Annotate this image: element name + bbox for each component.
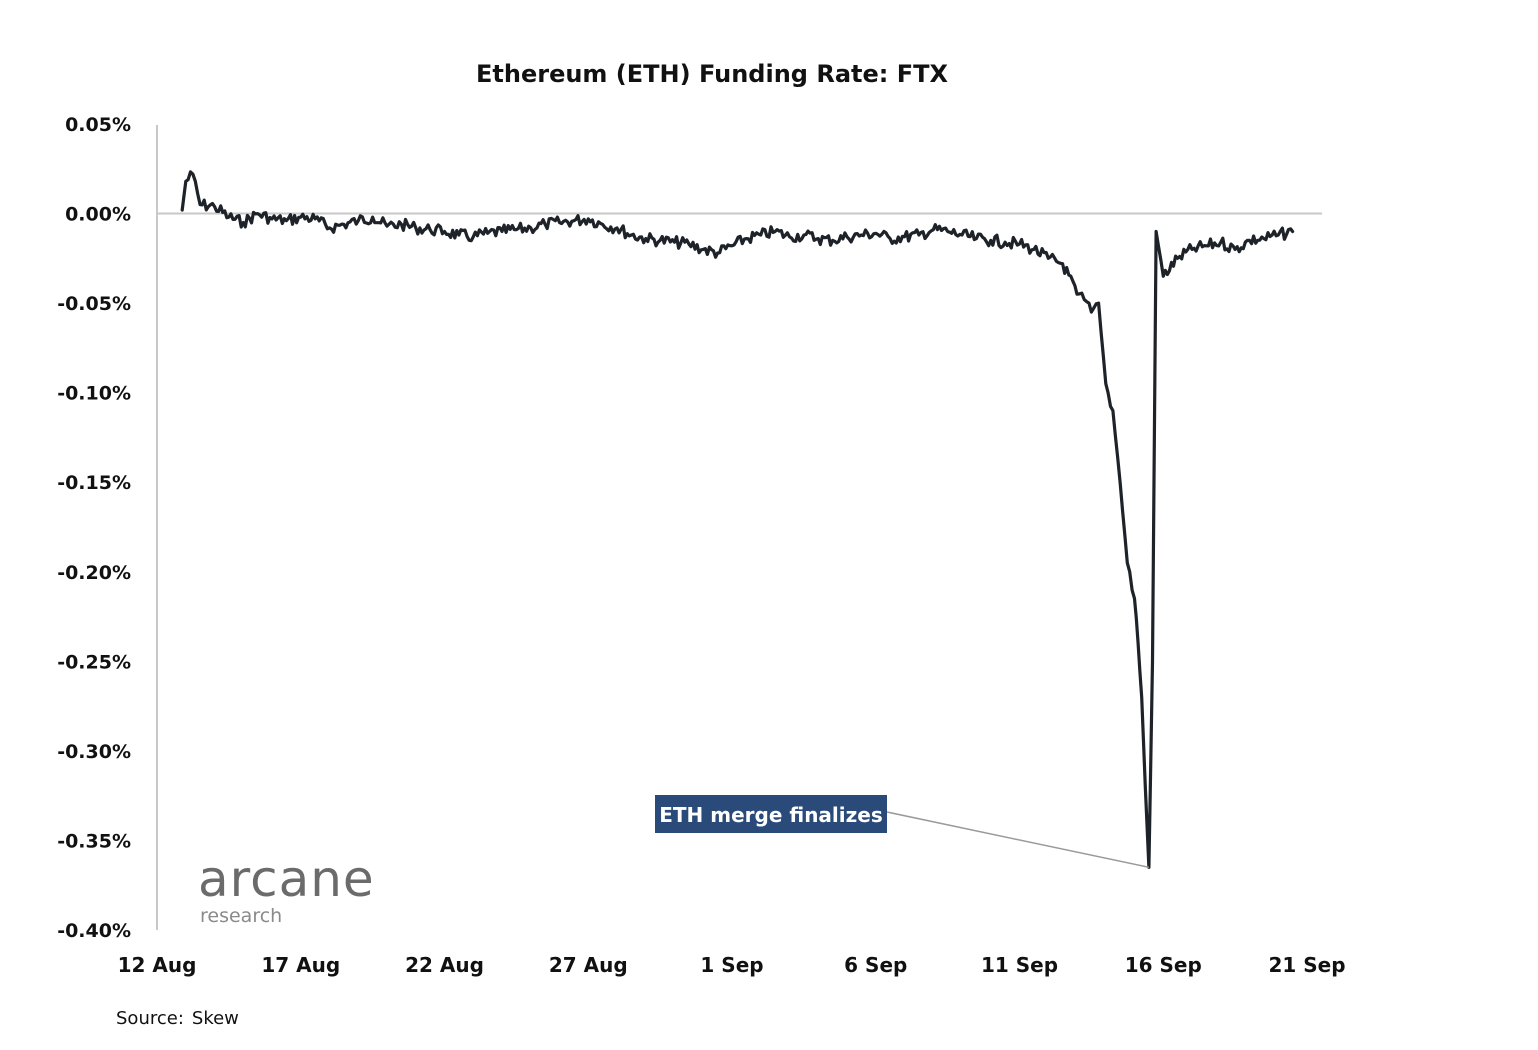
series-line-funding-rate [180,170,1295,869]
x-tick-label: 1 Sep [700,953,763,977]
annotation-box [655,795,887,833]
annotation-label: ETH merge finalizes [659,803,883,827]
y-tick-label: 0.00% [65,204,131,226]
arcane-research-logo: arcane research [198,850,375,927]
y-tick-label: 0.05% [65,114,131,136]
x-tick-label: 6 Sep [844,953,907,977]
x-tick-label: 17 Aug [261,953,340,977]
logo-wordmark: arcane [198,850,375,908]
y-tick-label: -0.15% [57,472,131,494]
x-axis-ticks: 12 Aug 17 Aug 22 Aug 27 Aug 1 Sep 6 Sep 11 Sep… [118,953,1346,977]
x-tick-label: 27 Aug [549,953,628,977]
y-axis-ticks: 0.05% 0.00% -0.05% -0.10% -0.15% -0.20% -0.25%… [57,114,131,942]
y-tick-label: -0.35% [57,830,131,852]
y-tick-label: -0.20% [57,562,131,584]
source-label-prefix: Source: [116,1008,184,1029]
y-tick-label: -0.30% [57,741,131,763]
x-tick-label: 21 Sep [1268,953,1345,977]
logo-subtitle: research [200,905,282,927]
x-tick-label: 16 Sep [1125,953,1202,977]
y-tick-label: -0.25% [57,651,131,673]
y-tick-label: -0.05% [57,293,131,315]
y-tick-label: -0.10% [57,383,131,405]
x-tick-label: 12 Aug [118,953,197,977]
annotation-leader-line [886,811,1150,869]
x-tick-label: 11 Sep [981,953,1058,977]
x-tick-label: 22 Aug [405,953,484,977]
source-label: Source: Skew [116,1008,239,1029]
y-tick-label: -0.40% [57,920,131,942]
source-value: Skew [192,1008,239,1029]
chart-title: Ethereum (ETH) Funding Rate: FTX [476,60,948,88]
